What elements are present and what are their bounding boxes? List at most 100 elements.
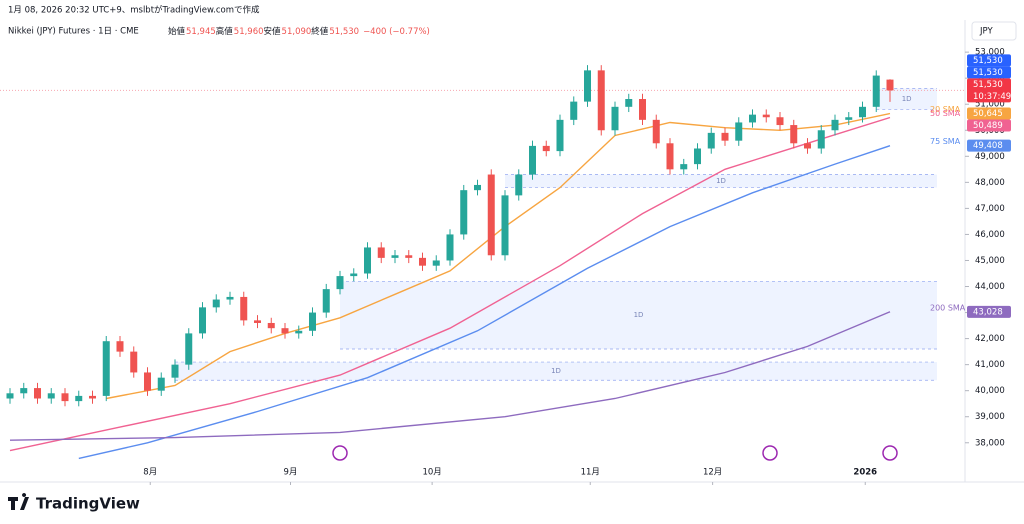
ma-label: 200 SMA [930,303,966,312]
price-badge-label: 51,530 [973,68,1003,78]
ohlc-label: 安値 [264,26,282,37]
event-icons [332,445,898,461]
ma-line [78,145,891,460]
candle-body [460,190,468,235]
price-badge [967,78,1011,103]
candle-body [859,106,866,118]
candle-body [474,184,481,191]
candle-body [6,393,14,399]
zone [876,88,937,110]
y-tick-label: 40,000 [975,386,1005,396]
price-badge-label: 49,408 [973,141,1003,151]
y-tick-label: 47,000 [975,204,1005,214]
candle-body [336,276,344,290]
candle-body [377,247,385,258]
zone [340,281,937,350]
y-tick-label: 45,000 [975,256,1005,266]
event-icon[interactable] [332,445,348,461]
candle-body [611,106,619,131]
ohlc-label: 終値 [311,26,329,37]
candle-body [721,132,729,141]
y-tick-label: 49,000 [975,152,1005,162]
candle-body [240,296,248,321]
candle-body [281,328,289,334]
ma-line [9,116,891,452]
candle-body [529,145,536,175]
candle-body [75,395,83,402]
candle-body [749,114,756,123]
candle-body [130,351,138,373]
price-badge-time: 10:37:49 [973,92,1011,102]
logo: TradingView [8,493,140,513]
candle-body [790,125,798,144]
event-icon[interactable] [882,445,898,461]
y-tick-label: 42,000 [975,334,1005,344]
y-tick-label: 44,000 [975,282,1005,292]
candle-body [625,99,633,107]
candle-body [652,119,660,144]
candle-body [804,143,811,149]
event-icon[interactable] [762,445,778,461]
price-badge [967,107,1011,120]
x-tick-label: 2026 [853,468,877,478]
candle-body [570,101,578,120]
brand: TradingView [36,495,140,513]
candle-body [817,130,825,149]
candle-body [212,299,220,308]
ohlc-label: 始値 [168,26,186,37]
y-tick-label: 53,000 [975,48,1005,58]
x-tick-label: 10月 [422,468,441,478]
zone-label: 1D [902,95,912,103]
logo-mark [8,493,29,510]
zone-label: 1D [716,177,726,185]
change: −400 (−0.77%) [363,27,430,37]
candle-body [845,117,853,120]
currency: JPY [979,27,993,37]
candle-body [61,393,69,402]
candle-body [707,132,715,149]
y-tick-label: 46,000 [975,230,1005,240]
candle-body [405,255,413,258]
candle-body [267,322,275,329]
zone-label: 1D [551,367,561,375]
candle-body [666,143,674,170]
candle-body [597,70,605,131]
candle-body [886,79,894,91]
candle-body [831,119,839,131]
y-tick-label: 39,000 [975,412,1005,422]
ohlc-header: 始値51,945高値51,960安値51,090終値51,530 −400 (−0… [168,26,430,37]
candle-body [776,117,784,126]
candle-body [199,307,206,334]
ma-label: 75 SMA [930,137,961,146]
candle-body [116,341,124,352]
candle-body [309,312,316,331]
candle-body [432,260,440,266]
price-badge [967,54,1011,67]
y-tick-label: 41,000 [975,360,1005,370]
candle-body [102,341,110,396]
price-badge [967,66,1011,79]
candle-body [680,164,688,170]
ohlc-label: 高値 [216,26,234,37]
currency-box[interactable] [971,21,1017,41]
price-badge-label: 51,530 [973,80,1003,90]
candle-body [487,174,495,256]
x-tick-label: 9月 [284,468,298,478]
candle-body [364,247,371,274]
candle-body [694,148,701,165]
candle-body [254,320,261,323]
zone-label: 1D [634,311,644,319]
candle-body [157,377,165,391]
symbol: Nikkei (JPY) Futures · 1日 · CME [8,27,139,37]
candle-body [419,257,426,266]
candle-body [872,75,880,107]
candle-body [584,70,591,102]
price-badge-label: 50,645 [973,109,1003,119]
ohlc-value: 51,090 [282,27,312,37]
ma-label: 20 SMA [930,105,961,114]
x-tick-label: 8月 [143,468,157,478]
candle-body [295,330,303,334]
candle-body [542,145,550,152]
candle-body [144,372,151,391]
